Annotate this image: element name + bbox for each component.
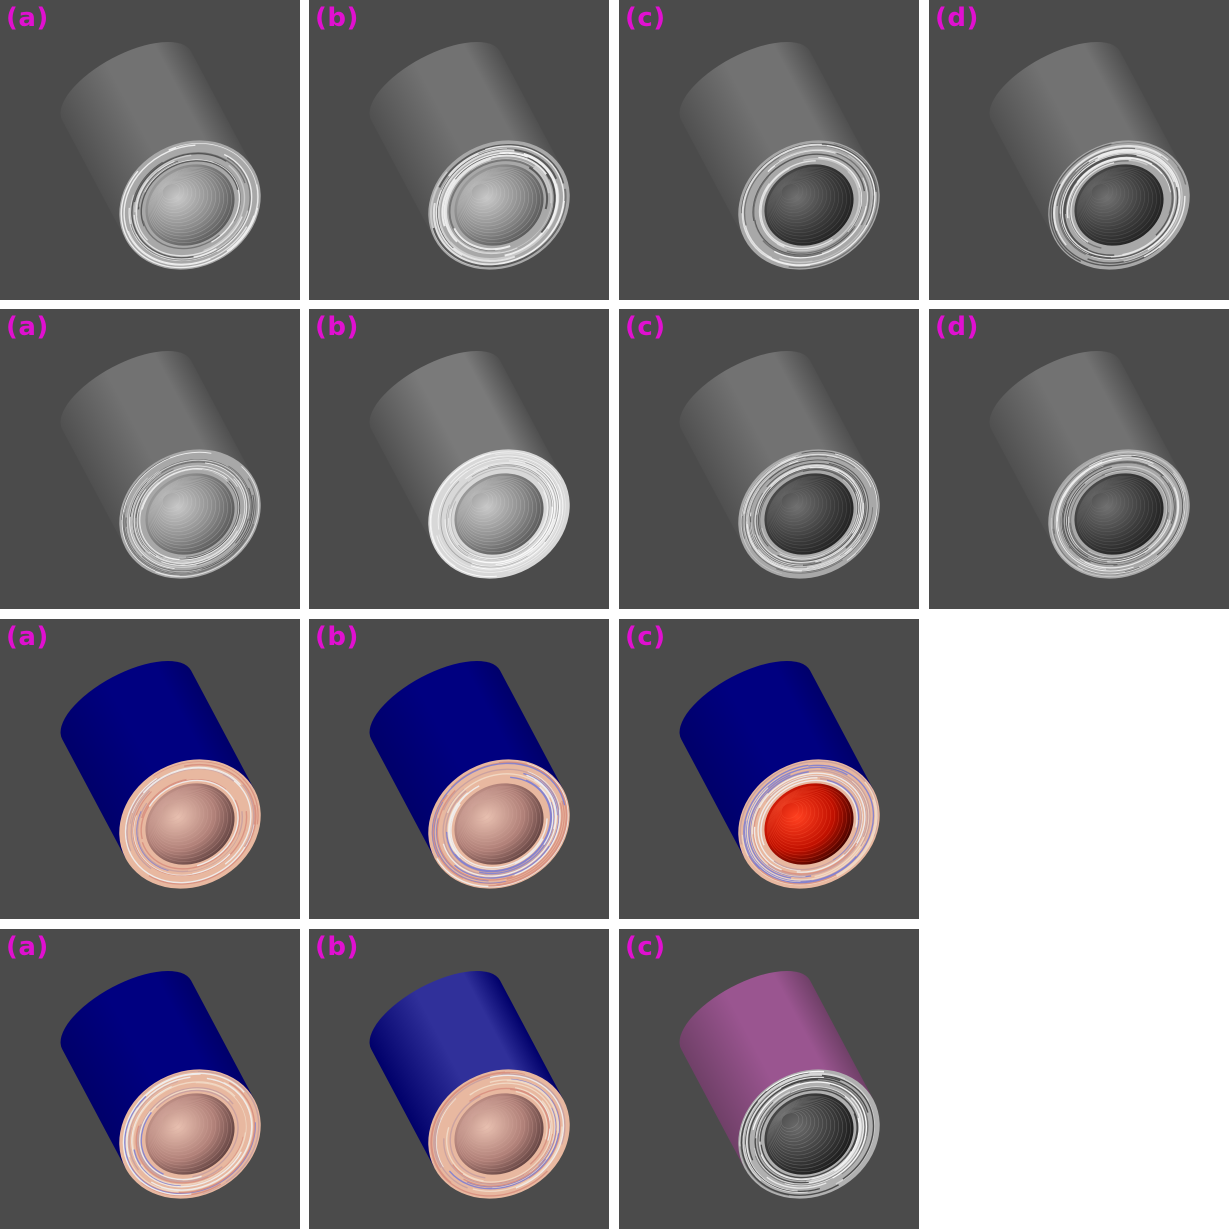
figure-panel: (c) <box>619 929 919 1229</box>
tube-end-ring <box>428 449 570 579</box>
panel-label: (a) <box>6 312 49 342</box>
figure-panel: (a) <box>0 309 300 609</box>
tube-render <box>369 660 570 889</box>
figure-panel: (c) <box>619 309 919 609</box>
tube-render <box>369 970 570 1199</box>
tube-render <box>60 350 261 579</box>
tube-end-ring <box>738 1069 880 1199</box>
tube-render <box>989 41 1190 270</box>
panel-label: (a) <box>6 622 49 652</box>
panel-label: (b) <box>315 3 359 33</box>
tube-end-ring <box>119 140 261 270</box>
tube-end-ring <box>119 759 261 889</box>
tube-end-ring <box>738 140 880 270</box>
figure-panel: (b) <box>309 0 609 300</box>
panel-label: (b) <box>315 622 359 652</box>
tube-render <box>60 660 261 889</box>
figure-panel: (a) <box>0 0 300 300</box>
panel-label: (b) <box>315 932 359 962</box>
tube-end-ring <box>428 140 570 270</box>
tube-render <box>989 350 1190 579</box>
figure-panel: (d) <box>929 309 1229 609</box>
panel-label: (c) <box>625 932 666 962</box>
figure-panel: (b) <box>309 619 609 919</box>
tube-render <box>679 350 880 579</box>
panel-label: (c) <box>625 3 666 33</box>
panel-label: (d) <box>935 312 979 342</box>
tube-render <box>60 41 261 270</box>
tube-render <box>679 41 880 270</box>
tube-render <box>679 660 880 889</box>
tube-end-ring <box>1048 140 1190 270</box>
figure-panel: (b) <box>309 309 609 609</box>
tube-end-ring <box>428 1069 570 1199</box>
panel-label: (a) <box>6 3 49 33</box>
tube-end-ring <box>428 759 570 889</box>
tube-end-ring <box>119 1069 261 1199</box>
panel-label: (b) <box>315 312 359 342</box>
tube-end-ring <box>119 449 261 579</box>
tube-render <box>369 350 570 579</box>
figure-panel: (b) <box>309 929 609 1229</box>
panel-label: (a) <box>6 932 49 962</box>
figure-panel: (d) <box>929 0 1229 300</box>
figure-panel: (c) <box>619 0 919 300</box>
panel-label: (c) <box>625 312 666 342</box>
tube-end-ring <box>738 759 880 889</box>
figure-panel: (a) <box>0 619 300 919</box>
tube-render <box>369 41 570 270</box>
tube-render <box>679 970 880 1199</box>
panel-label: (c) <box>625 622 666 652</box>
panel-label: (d) <box>935 3 979 33</box>
figure-panel: (c) <box>619 619 919 919</box>
tube-end-ring <box>1048 449 1190 579</box>
tube-end-ring <box>738 449 880 579</box>
tube-render <box>60 970 261 1199</box>
figure-panel: (a) <box>0 929 300 1229</box>
